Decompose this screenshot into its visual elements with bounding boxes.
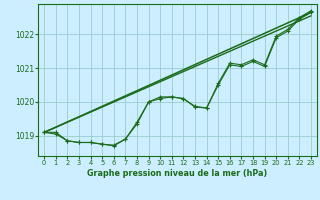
X-axis label: Graphe pression niveau de la mer (hPa): Graphe pression niveau de la mer (hPa) (87, 169, 268, 178)
